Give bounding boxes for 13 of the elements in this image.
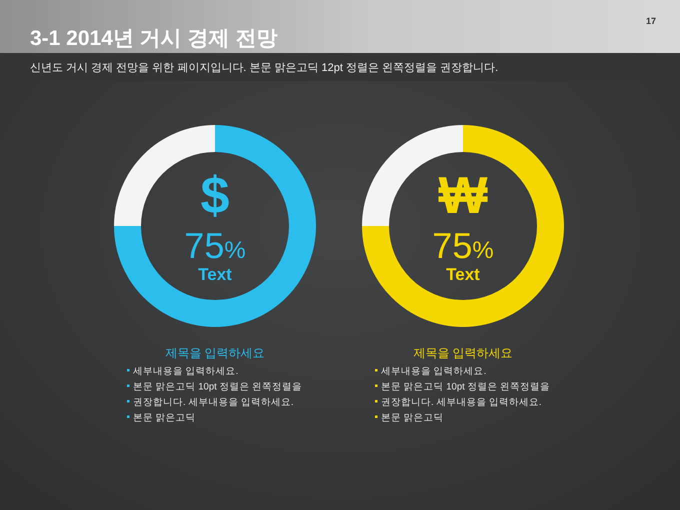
- text: 세부내용을 입력하세요. 본문 맑은고딕 10pt 정렬은 왼쪽정렬을 권장합니다. 세부내용을 입력하세요. 본문 맑은고딕: [133, 366, 302, 424]
- text: ₩: [438, 167, 488, 225]
- chart-subtitle: 신년도 거시 경제 전망을 위한 페이지입니다. 본문 맑은고딕 12pt 정렬은 왼쪽정렬을 권장합니다.: [30, 62, 498, 74]
- text: 세부내용을 입력하세요. 본문 맑은고딕 10pt 정렬은 왼쪽정렬을 권장합니다. 세부내용을 입력하세요. 본문 맑은고딕: [381, 366, 550, 424]
- text: Text: [446, 265, 480, 284]
- text: $: [200, 167, 230, 225]
- text: 제목을 입력하세요: [165, 346, 265, 360]
- text: 75%: [184, 225, 246, 266]
- text: 17: [646, 16, 656, 26]
- text: 제목을 입력하세요: [413, 346, 513, 360]
- text: Text: [198, 265, 232, 284]
- chart-title: 3-1 2014년 거시 경제 전망: [30, 27, 278, 50]
- text: 75%: [432, 225, 494, 266]
